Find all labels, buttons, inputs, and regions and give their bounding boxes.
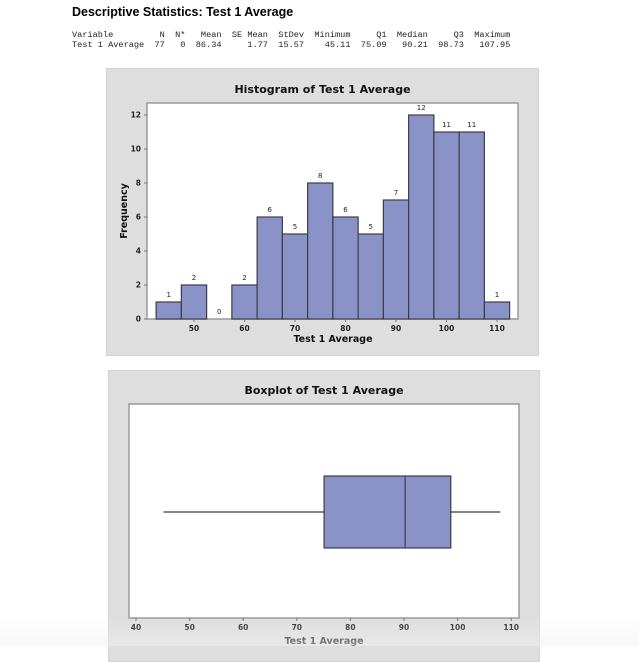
bar-data-label: 5 [293,223,297,231]
bar-data-label: 6 [268,206,273,214]
bar-data-label: 7 [394,189,398,197]
x-tick-label: 90 [391,324,401,333]
x-tick-label: 40 [131,623,141,632]
histogram-bar [180,284,208,320]
y-tick-label: 6 [136,213,141,222]
x-tick-label: 110 [489,324,505,333]
x-tick-label: 100 [439,324,455,333]
x-tick-label: 50 [184,623,194,632]
boxplot-plot: 40 50 60 70 80 90 100 110 Test 1 Average [128,403,520,647]
histogram-bar [281,233,309,320]
x-axis-label: Test 1 Average [284,636,363,647]
y-tick-label: 0 [136,315,141,324]
y-tick-label: 10 [131,145,141,154]
x-tick-label: 70 [290,324,300,333]
x-tick-label: 80 [340,324,350,333]
histogram-bar [155,301,182,320]
boxplot-title: Boxplot of Test 1 Average [244,384,404,397]
x-tick-label: 70 [292,623,302,632]
stats-data-row: Test 1 Average 77 0 86.34 1.77 15.57 45.… [72,40,511,50]
iqr-box [323,475,452,549]
stats-header-row: Variable N N* Mean SE Mean StDev Minimum… [72,30,511,40]
bar-data-label: 1 [167,291,171,299]
bar-data-label: 12 [417,104,426,112]
histogram-bar [433,131,460,320]
histogram-panel: Histogram of Test 1 Average 1 2 0 2 6 5 8 6 5 7 12… [106,68,539,356]
bar-data-label: 5 [369,223,373,231]
histogram-bar [408,114,435,320]
histogram-bar [307,182,334,320]
x-tick-label: 90 [399,623,409,632]
x-tick-label: 60 [238,623,248,632]
histogram-bar [382,199,410,320]
y-tick-label: 8 [136,179,141,188]
bar-data-label: 2 [192,274,196,282]
x-tick-label: 100 [450,623,466,632]
bar-data-label: 11 [467,121,476,129]
histogram-bar [483,301,511,320]
histogram-bar [458,131,485,320]
histogram-bar [231,284,258,320]
histogram-bar [357,233,384,320]
x-tick-label: 110 [503,623,519,632]
y-tick-label: 4 [136,247,141,256]
bar-data-label: 0 [217,308,221,316]
bar-data-label: 2 [242,274,246,282]
bar-data-label: 1 [495,291,499,299]
y-axis-label: Frequency [119,182,130,238]
bar-data-label: 8 [318,172,322,180]
histogram-bar [332,216,359,320]
page-title: Descriptive Statistics: Test 1 Average [72,5,294,19]
x-tick-label: 60 [239,324,249,333]
y-tick-label: 2 [136,281,141,290]
bar-data-label: 11 [442,121,451,129]
histogram-bar [256,216,283,320]
histogram-title: Histogram of Test 1 Average [234,83,411,96]
x-tick-label: 80 [345,623,355,632]
x-tick-label: 50 [189,324,199,333]
y-tick-label: 12 [131,111,141,120]
bar-data-label: 6 [343,206,348,214]
boxplot-panel: Boxplot of Test 1 Average 40 50 60 70 80 90 10… [108,370,540,662]
stats-table: Variable N N* Mean SE Mean StDev Minimum… [72,30,510,50]
x-axis-label: Test 1 Average [293,334,372,345]
